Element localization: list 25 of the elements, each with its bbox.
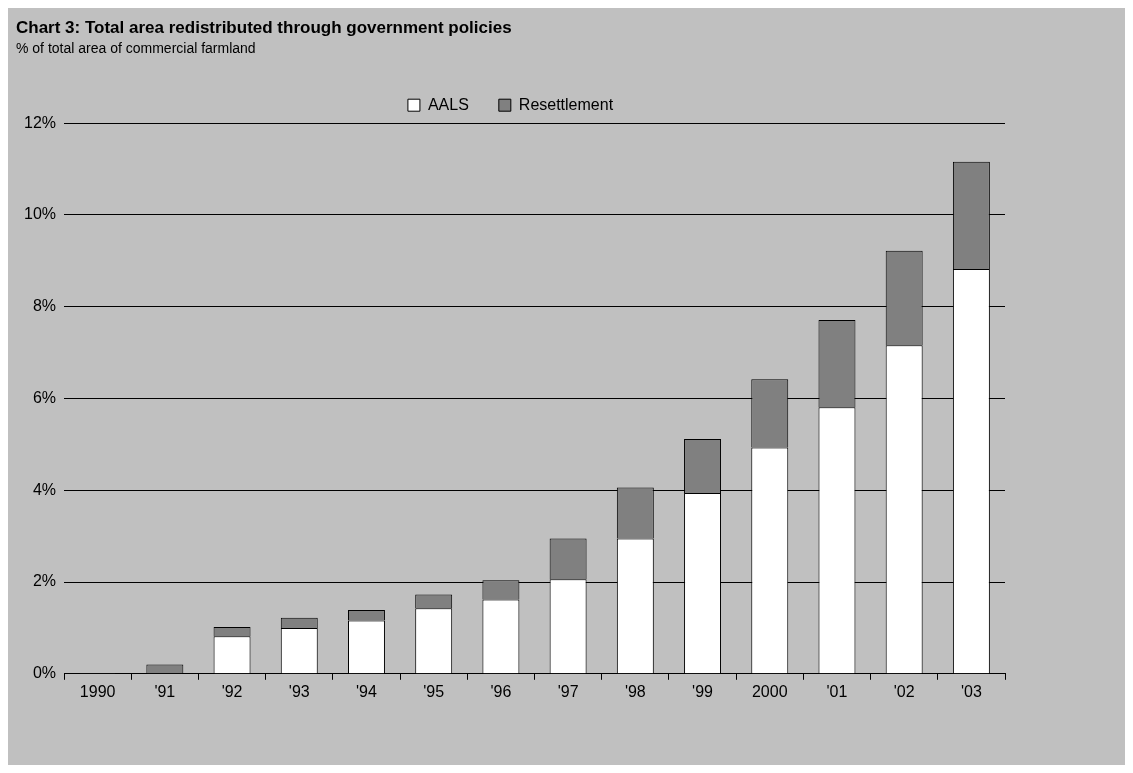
y-tick-label: 2% bbox=[32, 572, 57, 590]
x-tick-label: '93 bbox=[288, 682, 310, 700]
x-tick-label: '96 bbox=[490, 682, 512, 700]
legend-label: AALS bbox=[427, 95, 469, 113]
x-tick-label: '97 bbox=[557, 682, 579, 700]
y-tick-label: 6% bbox=[32, 388, 57, 406]
x-tick-label: '95 bbox=[423, 682, 445, 700]
x-tick-label: '01 bbox=[826, 682, 848, 700]
x-tick-label: 1990 bbox=[79, 682, 116, 700]
x-tick-label: '02 bbox=[893, 682, 915, 700]
x-tick-label: 2000 bbox=[751, 682, 788, 700]
y-tick-label: 4% bbox=[32, 480, 57, 498]
y-tick-label: 0% bbox=[32, 664, 57, 682]
chart-subtitle: % of total area of commercial farmland bbox=[16, 39, 256, 56]
legend-label: Resettlement bbox=[518, 95, 614, 113]
y-tick-label: 8% bbox=[32, 297, 57, 315]
x-tick-label: '03 bbox=[960, 682, 982, 700]
y-tick-label: 12% bbox=[23, 113, 57, 131]
y-tick-label: 10% bbox=[23, 205, 57, 223]
x-tick-label: '98 bbox=[624, 682, 646, 700]
chart-title: Chart 3: Total area redistributed through government policies bbox=[16, 17, 512, 37]
x-tick-label: '91 bbox=[154, 682, 176, 700]
x-tick-label: '92 bbox=[221, 682, 243, 700]
x-tick-label: '94 bbox=[356, 682, 377, 700]
x-tick-label: '99 bbox=[692, 682, 714, 700]
